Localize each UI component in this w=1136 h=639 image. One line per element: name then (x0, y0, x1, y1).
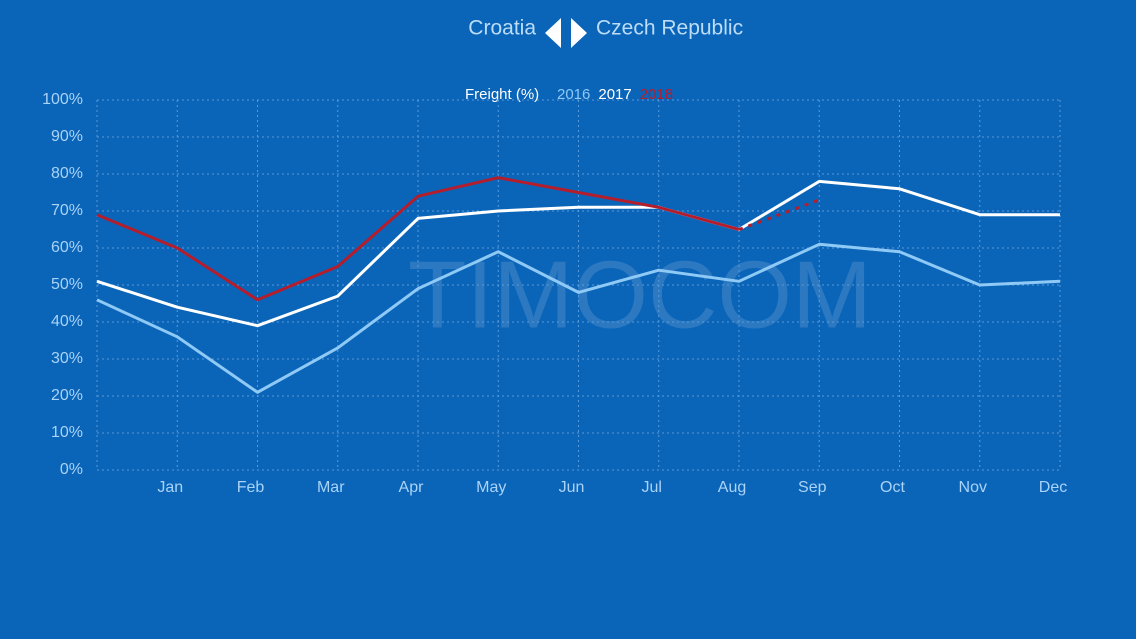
previous-arrow[interactable] (545, 18, 561, 48)
watermark: TIMOCOM (408, 241, 872, 348)
x-tick-label: Sep (798, 479, 827, 496)
legend: Freight (%) 2016 2017 2018 (465, 86, 673, 103)
line-series-dashed (738, 198, 820, 231)
next-country[interactable]: Czech Republic (596, 17, 743, 40)
y-tick-label: 60% (51, 239, 83, 256)
y-tick-label: 50% (51, 276, 83, 293)
x-tick-label: Apr (399, 479, 425, 496)
y-tick-label: 0% (60, 461, 83, 478)
legend-entry: 2017 (598, 86, 631, 103)
y-tick-label: 30% (51, 350, 83, 367)
x-tick-label: Mar (317, 479, 345, 496)
x-tick-label: Jul (642, 479, 662, 496)
previous-country[interactable]: Croatia (468, 17, 536, 40)
next-arrow[interactable] (571, 18, 587, 48)
y-tick-label: 70% (51, 202, 83, 219)
line-series (96, 242, 1061, 394)
legend-entry: 2016 (557, 86, 590, 103)
x-tick-label: Nov (959, 479, 987, 496)
x-tick-label: Feb (237, 479, 265, 496)
x-tick-label: Dec (1039, 479, 1067, 496)
x-tick-label: Aug (718, 479, 746, 496)
chart-title: Freight (%) (465, 86, 539, 103)
x-tick-label: May (476, 479, 506, 496)
y-tick-label: 90% (51, 128, 83, 145)
y-tick-label: 100% (42, 91, 83, 108)
y-tick-label: 80% (51, 165, 83, 182)
x-tick-label: Oct (880, 479, 905, 496)
x-tick-label: Jun (559, 479, 585, 496)
y-tick-label: 40% (51, 313, 83, 330)
y-tick-label: 10% (51, 424, 83, 441)
line-series (96, 176, 740, 302)
x-tick-label: Jan (157, 479, 183, 496)
line-series (96, 179, 1060, 328)
legend-entry: 2018 (640, 86, 673, 103)
y-tick-label: 20% (51, 387, 83, 404)
